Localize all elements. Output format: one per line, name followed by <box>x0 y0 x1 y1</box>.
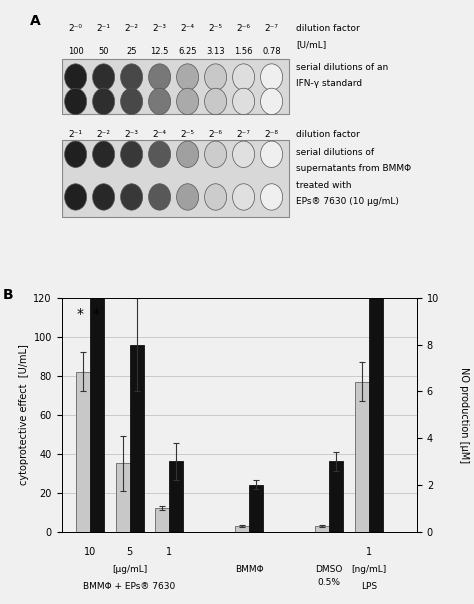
Ellipse shape <box>177 184 199 210</box>
Text: 25: 25 <box>127 47 137 56</box>
Ellipse shape <box>120 64 143 90</box>
Ellipse shape <box>261 64 283 90</box>
Text: 50: 50 <box>99 47 109 56</box>
Text: B: B <box>3 289 14 303</box>
Ellipse shape <box>205 88 227 115</box>
Text: 10: 10 <box>83 547 96 557</box>
Text: *: * <box>76 307 83 321</box>
Text: supernatants from BMMΦ: supernatants from BMMΦ <box>296 164 411 173</box>
Ellipse shape <box>120 141 143 167</box>
Text: 2⁻⁰: 2⁻⁰ <box>69 24 82 33</box>
Text: 6.25: 6.25 <box>178 47 197 56</box>
Ellipse shape <box>120 184 143 210</box>
Ellipse shape <box>205 64 227 90</box>
Ellipse shape <box>233 88 255 115</box>
Text: treated with: treated with <box>296 181 352 190</box>
Text: 2⁻¹: 2⁻¹ <box>97 24 110 33</box>
Text: 2⁻⁷: 2⁻⁷ <box>264 24 279 33</box>
Text: BMMΦ: BMMΦ <box>235 565 264 574</box>
Text: 1: 1 <box>366 547 372 557</box>
Ellipse shape <box>64 64 87 90</box>
Ellipse shape <box>120 88 143 115</box>
Bar <box>369 0 383 532</box>
Bar <box>75 372 90 532</box>
Ellipse shape <box>92 184 115 210</box>
Text: 2⁻⁴: 2⁻⁴ <box>153 130 166 139</box>
Text: serial dilutions of: serial dilutions of <box>296 148 374 157</box>
Text: LPS: LPS <box>361 582 377 591</box>
Text: dilution factor: dilution factor <box>296 130 360 139</box>
Text: IFN-γ standard: IFN-γ standard <box>296 79 363 88</box>
Text: DMSO: DMSO <box>316 565 343 574</box>
Text: 2⁻⁵: 2⁻⁵ <box>209 24 223 33</box>
Text: 1: 1 <box>166 547 173 557</box>
Bar <box>236 525 249 532</box>
Text: 2⁻⁶: 2⁻⁶ <box>237 24 251 33</box>
Text: 2⁻²: 2⁻² <box>97 130 110 139</box>
Bar <box>249 485 264 532</box>
Ellipse shape <box>92 141 115 167</box>
Text: 100: 100 <box>68 47 83 56</box>
Ellipse shape <box>205 184 227 210</box>
Ellipse shape <box>261 184 283 210</box>
Bar <box>62 140 289 217</box>
Ellipse shape <box>148 88 171 115</box>
Text: 2⁻⁵: 2⁻⁵ <box>181 130 195 139</box>
Text: [μg/mL]: [μg/mL] <box>112 565 147 574</box>
Text: 5: 5 <box>127 547 133 557</box>
Bar <box>90 0 103 532</box>
Text: 2⁻⁴: 2⁻⁴ <box>181 24 195 33</box>
Ellipse shape <box>177 64 199 90</box>
Ellipse shape <box>233 184 255 210</box>
Y-axis label: NO production [μM]: NO production [μM] <box>458 367 468 463</box>
Text: [U/mL]: [U/mL] <box>296 40 327 50</box>
Bar <box>62 59 289 114</box>
Ellipse shape <box>64 88 87 115</box>
Bar <box>315 525 329 532</box>
Text: 2⁻³: 2⁻³ <box>125 130 138 139</box>
Ellipse shape <box>92 88 115 115</box>
Text: 0.5%: 0.5% <box>318 578 341 587</box>
Text: 2⁻¹: 2⁻¹ <box>69 130 82 139</box>
Text: 0.78: 0.78 <box>262 47 281 56</box>
Text: 2⁻⁶: 2⁻⁶ <box>209 130 223 139</box>
Text: 2⁻²: 2⁻² <box>125 24 138 33</box>
Text: *: * <box>93 307 100 321</box>
Ellipse shape <box>177 141 199 167</box>
Y-axis label: cytoprotective effect  [U/mL]: cytoprotective effect [U/mL] <box>19 344 29 485</box>
Text: 2⁻⁷: 2⁻⁷ <box>237 130 251 139</box>
Text: 2⁻⁸: 2⁻⁸ <box>264 130 279 139</box>
Ellipse shape <box>177 88 199 115</box>
Bar <box>129 344 144 532</box>
Bar <box>329 461 343 532</box>
Text: EPs® 7630 (10 μg/mL): EPs® 7630 (10 μg/mL) <box>296 197 399 206</box>
Text: dilution factor: dilution factor <box>296 24 360 33</box>
Text: 2⁻³: 2⁻³ <box>153 24 166 33</box>
Ellipse shape <box>261 88 283 115</box>
Ellipse shape <box>261 141 283 167</box>
Text: BMMΦ + EPs® 7630: BMMΦ + EPs® 7630 <box>83 582 176 591</box>
Text: A: A <box>30 14 40 28</box>
Ellipse shape <box>233 141 255 167</box>
Ellipse shape <box>64 184 87 210</box>
Text: serial dilutions of an: serial dilutions of an <box>296 63 389 72</box>
Ellipse shape <box>148 184 171 210</box>
Text: [ng/mL]: [ng/mL] <box>352 565 387 574</box>
Bar <box>116 463 129 532</box>
Bar <box>155 508 170 532</box>
Bar <box>355 382 369 532</box>
Text: 12.5: 12.5 <box>150 47 169 56</box>
Ellipse shape <box>205 141 227 167</box>
Ellipse shape <box>148 141 171 167</box>
Text: 1.56: 1.56 <box>234 47 253 56</box>
Ellipse shape <box>92 64 115 90</box>
Text: 3.13: 3.13 <box>206 47 225 56</box>
Ellipse shape <box>64 141 87 167</box>
Ellipse shape <box>233 64 255 90</box>
Ellipse shape <box>148 64 171 90</box>
Bar <box>170 461 183 532</box>
